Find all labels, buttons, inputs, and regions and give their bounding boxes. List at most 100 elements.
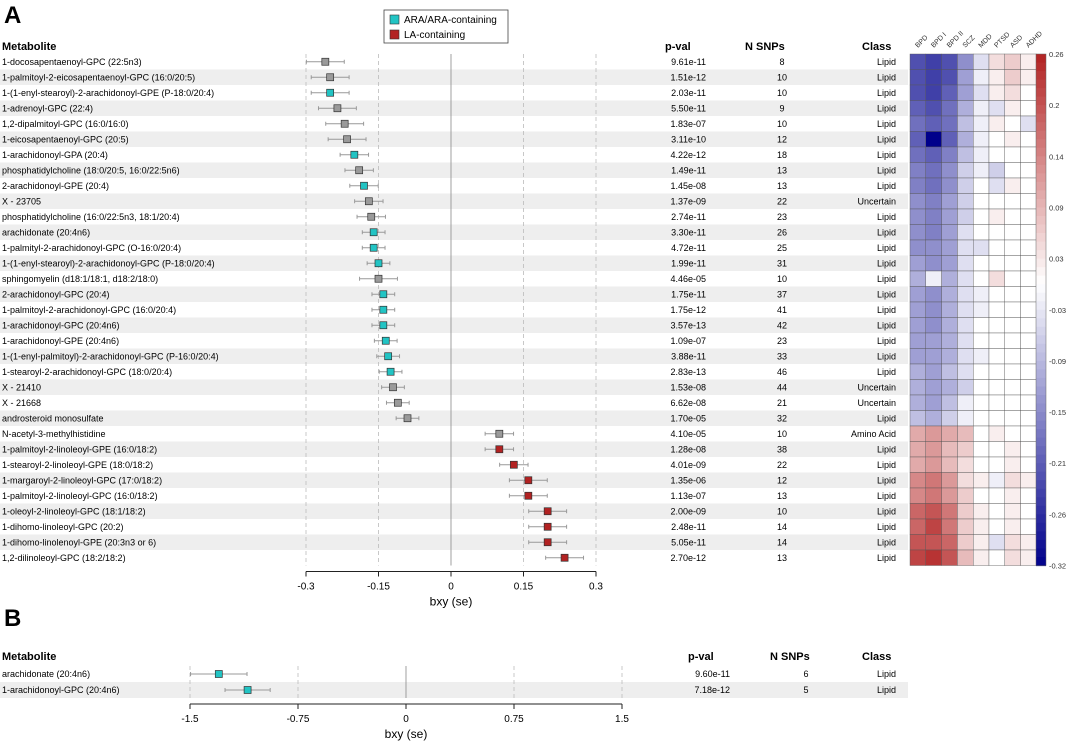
point-estimate — [560, 553, 569, 562]
heatmap-cell — [1004, 131, 1021, 148]
heatmap-cell — [988, 208, 1006, 225]
class-cell: Amino Acid — [851, 429, 896, 439]
colorbar-segment — [1036, 548, 1046, 558]
heatmap-cell — [988, 84, 1006, 101]
metabolite-name: 1-(1-enyl-palmitoyl)-2-arachidonoyl-GPC … — [2, 351, 219, 361]
colorbar-segment — [1036, 292, 1046, 302]
heatmap-cell — [1020, 503, 1037, 520]
heatmap-cell — [909, 441, 927, 458]
heatmap-cell — [1020, 286, 1037, 303]
heatmap-cell — [973, 84, 990, 101]
heatmap-cell — [1020, 441, 1037, 458]
heatmap-cell — [1020, 239, 1037, 256]
heatmap-cell — [988, 177, 1006, 194]
pval-cell: 1.75e-12 — [670, 305, 706, 315]
class-cell: Lipid — [877, 134, 896, 144]
colorbar-segment — [1036, 352, 1046, 362]
nsnps-cell: 23 — [777, 212, 787, 222]
heatmap-cell — [988, 363, 1006, 380]
point-estimate — [379, 321, 388, 330]
nsnps-cell: 10 — [777, 119, 787, 129]
class-cell: Lipid — [877, 57, 896, 67]
colorbar-segment — [1036, 190, 1046, 200]
nsnps-cell: 8 — [779, 57, 784, 67]
heatmap-cell — [973, 379, 990, 396]
point-estimate — [369, 228, 378, 237]
colorbar-segment — [1036, 556, 1046, 567]
pval-cell: 2.03e-11 — [671, 88, 706, 98]
heatmap-cell — [925, 146, 942, 163]
heatmap-cell — [1020, 301, 1037, 318]
colorbar-segment — [1036, 258, 1046, 268]
nsnps-cell: 18 — [777, 150, 787, 160]
colorbar-segment — [1036, 386, 1046, 396]
heatmap-cell — [973, 348, 990, 365]
heatmap-cell — [1020, 115, 1037, 132]
nsnps-cell: 10 — [777, 72, 787, 82]
metabolite-name: 1-palmityl-2-arachidonoyl-GPC (O-16:0/20… — [2, 243, 181, 253]
point-estimate — [326, 88, 335, 97]
point-estimate — [374, 259, 383, 268]
heatmap-cell — [973, 456, 990, 473]
metabolite-name: 1-palmitoyl-2-eicosapentaenoyl-GPC (16:0… — [2, 72, 195, 82]
heatmap-cell — [973, 472, 990, 489]
row-stripe — [0, 193, 908, 209]
heatmap-cell — [973, 317, 990, 334]
heatmap-cell — [1020, 146, 1037, 163]
heatmap-cell — [909, 363, 927, 380]
x-tick-label: -0.3 — [297, 582, 315, 593]
colorbar-segment — [1036, 198, 1046, 209]
heatmap-column-label: PTSD — [993, 31, 1011, 49]
heatmap-cell — [1004, 224, 1021, 241]
pval-cell: 1.45e-08 — [670, 181, 706, 191]
point-estimate — [364, 197, 373, 206]
colorbar-segment — [1036, 403, 1046, 413]
heatmap-cell — [909, 53, 927, 70]
heatmap-cell — [909, 487, 927, 504]
heatmap-cell — [957, 379, 974, 396]
nsnps-cell: 14 — [777, 522, 787, 532]
heatmap-cell — [941, 115, 958, 132]
heatmap-cell — [957, 53, 974, 70]
heatmap-cell — [957, 115, 974, 132]
point-estimate — [367, 212, 376, 221]
heatmap-cell — [957, 503, 974, 520]
point-estimate — [343, 135, 351, 144]
nsnps-cell: 21 — [777, 398, 787, 408]
heatmap-cell — [988, 410, 1006, 427]
heatmap-cell — [988, 503, 1006, 520]
class-cell: Lipid — [877, 72, 896, 82]
point-estimate — [369, 243, 378, 252]
heatmap-cell — [925, 224, 942, 241]
heatmap-cell — [941, 487, 958, 504]
heatmap-cell — [957, 270, 974, 287]
heatmap-cell — [1004, 472, 1021, 489]
heatmap-cell — [957, 410, 974, 427]
heatmap-cell — [988, 270, 1006, 287]
nsnps-cell: 37 — [777, 289, 787, 299]
heatmap-cell — [988, 131, 1006, 148]
heatmap-cell — [925, 332, 942, 349]
colorbar-segment — [1036, 79, 1046, 89]
heatmap-cell — [941, 394, 958, 411]
nsnps-cell: 23 — [777, 336, 787, 346]
colorbar-segment — [1036, 309, 1046, 319]
class-cell: Lipid — [877, 305, 896, 315]
point-estimate — [333, 104, 342, 113]
pval-cell: 4.10e-05 — [670, 429, 706, 439]
heatmap-cell — [988, 534, 1006, 551]
colorbar-segment — [1036, 412, 1046, 422]
heatmap-cell — [957, 146, 974, 163]
colorbar-segment — [1036, 173, 1046, 183]
heatmap-cell — [1020, 472, 1037, 489]
nsnps-cell: 10 — [777, 429, 787, 439]
metabolite-name: 1-palmitoyl-2-linoleoyl-GPC (16:0/18:2) — [2, 491, 158, 501]
colorbar-segment — [1036, 233, 1046, 243]
heatmap-cell — [909, 410, 927, 427]
heatmap-cell — [1004, 270, 1021, 287]
point-estimate — [326, 73, 335, 82]
heatmap-cell — [1020, 162, 1037, 179]
heatmap-cell — [941, 348, 958, 365]
heatmap-cell — [1020, 208, 1037, 225]
colorbar-segment — [1036, 139, 1046, 149]
